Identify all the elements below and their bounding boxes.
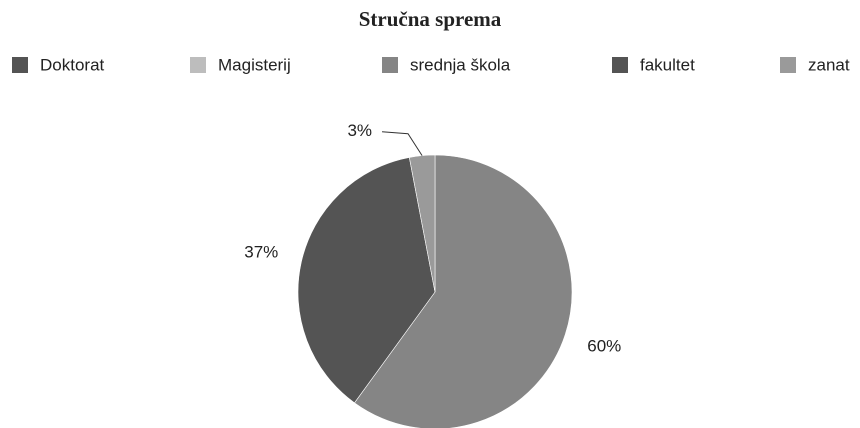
data-label: 3% (347, 121, 372, 140)
chart-title: Stručna sprema (359, 7, 502, 31)
legend-swatch (12, 57, 28, 73)
legend-label: Magisterij (218, 55, 291, 74)
legend-label: srednja škola (410, 55, 511, 74)
legend-label: Doktorat (40, 55, 105, 74)
legend-swatch (382, 57, 398, 73)
legend-swatch (190, 57, 206, 73)
pie-slice (354, 154, 573, 428)
data-label: 60% (587, 336, 621, 355)
legend-label: zanat (808, 55, 850, 74)
leader-line (381, 131, 423, 156)
legend-label: fakultet (640, 55, 695, 74)
pie-slice (297, 157, 436, 404)
data-label: 37% (244, 243, 278, 262)
legend-swatch (612, 57, 628, 73)
legend-swatch (780, 57, 796, 73)
pie-slice (408, 154, 436, 293)
